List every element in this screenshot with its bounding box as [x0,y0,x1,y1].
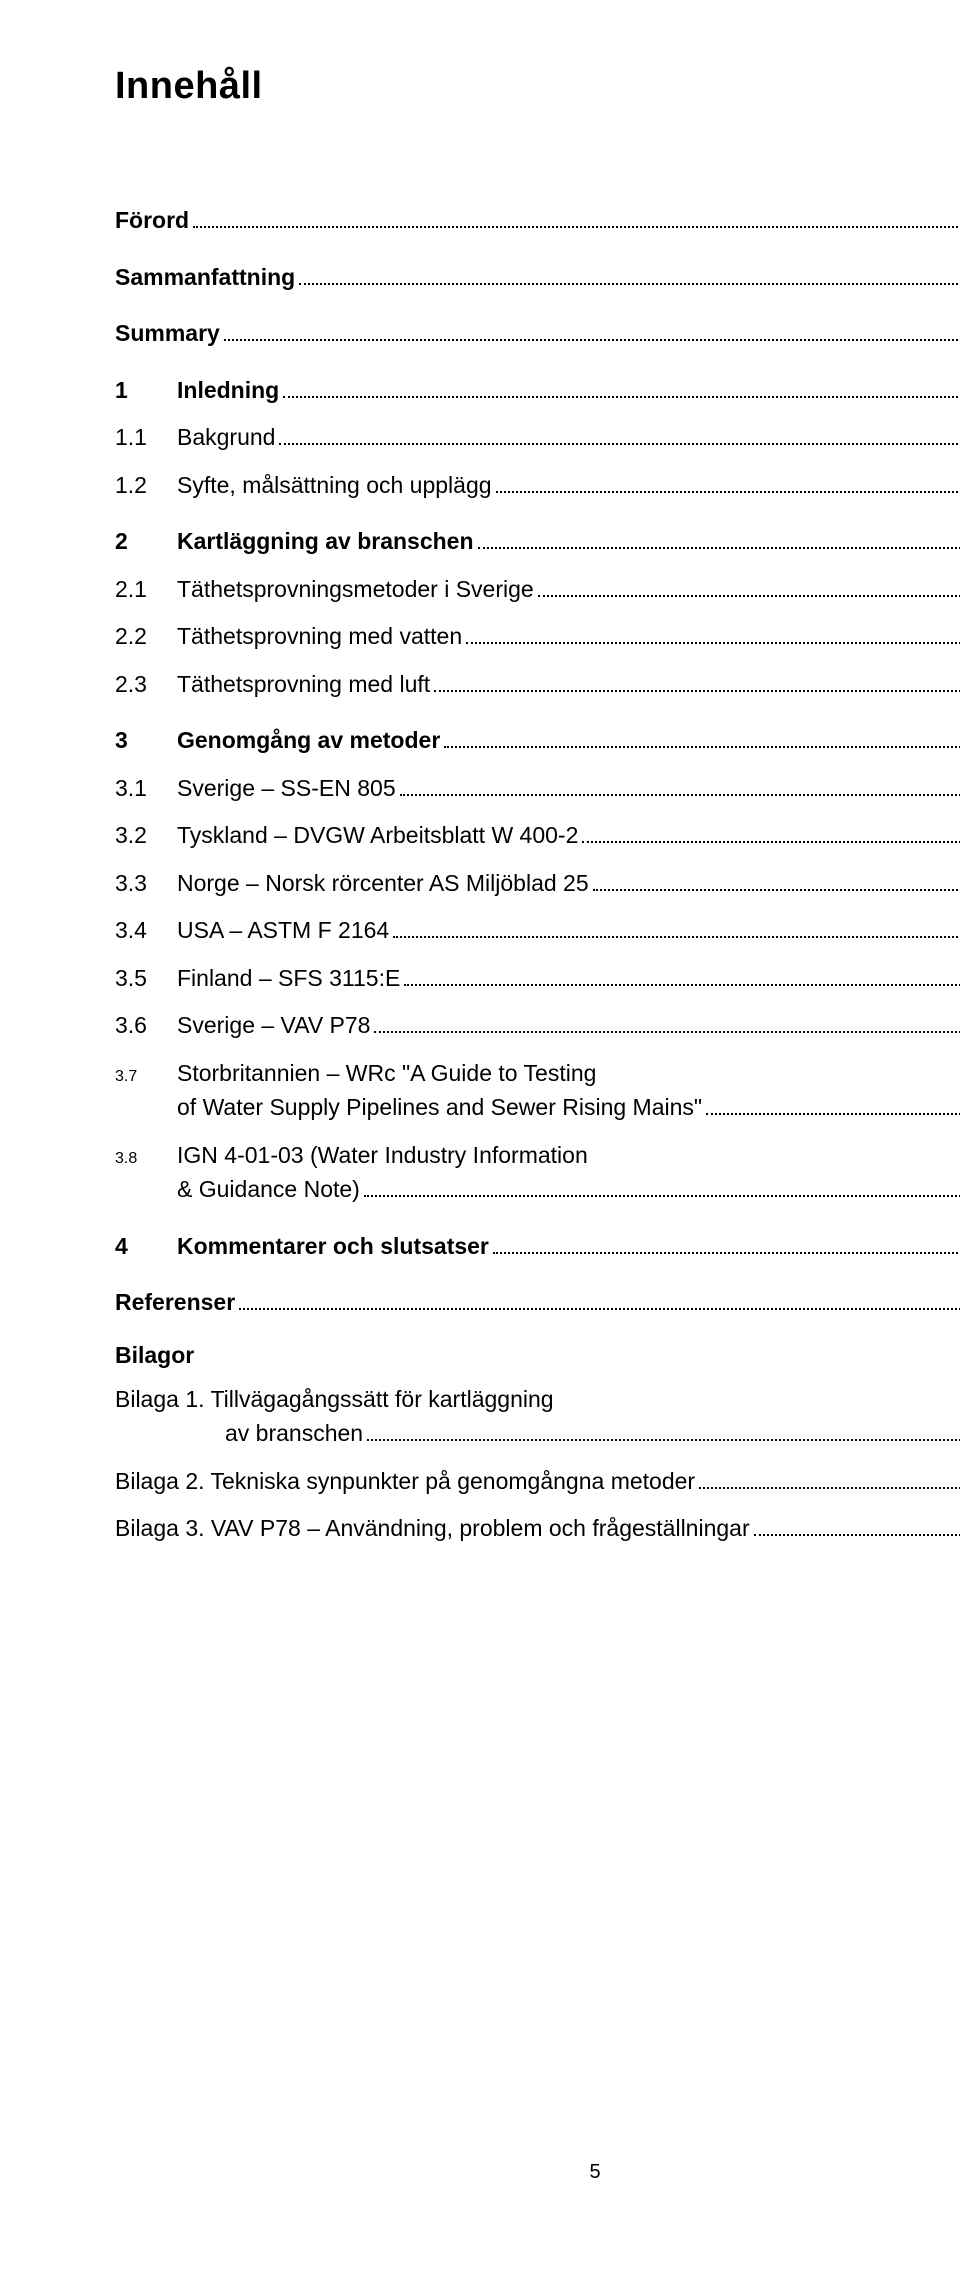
toc-number: 3.4 [115,913,177,948]
toc-dots [374,1031,960,1033]
toc-entry: 3.3 Norge – Norsk rörcenter AS Miljöblad… [115,866,960,901]
toc-label: & Guidance Note) [177,1172,360,1207]
toc-number: 2.2 [115,619,177,654]
toc-number: 4 [115,1229,177,1264]
toc-label: Bilaga 2. Tekniska synpunkter på genomgå… [115,1464,695,1499]
toc-label: Referenser [115,1285,235,1320]
toc-number: 1 [115,373,177,408]
toc-entry: 3.5 Finland – SFS 3115:E 19 [115,961,960,996]
toc-dots [283,396,960,398]
toc-entry: 2.3 Täthetsprovning med luft 13 [115,667,960,702]
toc-label: Bilaga 1. Tillvägagångssätt för kartlägg… [115,1382,960,1417]
toc-label: Genomgång av metoder [177,723,440,758]
toc-dots [224,339,960,341]
page-number: 5 [589,2161,600,2184]
toc-dots [393,936,960,938]
toc-label: av branschen [225,1416,363,1451]
toc-dots [367,1439,960,1441]
toc-entry: Bilaga 3. VAV P78 – Användning, problem … [115,1511,960,1546]
toc-entry: Summary 7 [115,316,960,351]
toc-dots [706,1113,960,1115]
toc-entry: Referenser 25 [115,1285,960,1320]
toc-label: Bilaga 3. VAV P78 – Användning, problem … [115,1511,750,1546]
toc-entry: Bilaga 1. Tillvägagångssätt för kartlägg… [115,1382,960,1451]
toc-entry: 3 Genomgång av metoder 14 [115,723,960,758]
toc-dots [193,226,960,228]
toc-dots [754,1534,960,1536]
toc-entry: 3.7 Storbritannien – WRc "A Guide to Tes… [115,1056,960,1125]
toc-dots [478,547,960,549]
toc-label: of Water Supply Pipelines and Sewer Risi… [177,1090,702,1125]
toc-entry: 2 Kartläggning av branschen 10 [115,524,960,559]
toc-label: Tyskland – DVGW Arbeitsblatt W 400-2 [177,818,578,853]
toc-label: Täthetsprovningsmetoder i Sverige [177,572,534,607]
toc-entry: 3.6 Sverige – VAV P78 19 [115,1008,960,1043]
toc-entry: Bilaga 2. Tekniska synpunkter på genomgå… [115,1464,960,1499]
toc-number: 3.7 [115,1068,177,1086]
toc-number: 3.6 [115,1008,177,1043]
toc-entry: Förord 3 [115,203,960,238]
toc-dots [239,1308,960,1310]
toc-label: Täthetsprovning med vatten [177,619,462,654]
toc-dots [593,889,960,891]
toc-number: 3.1 [115,771,177,806]
toc-label: Norge – Norsk rörcenter AS Miljöblad 25 [177,866,589,901]
toc-entry: Sammanfattning 6 [115,260,960,295]
toc-dots [493,1252,960,1254]
toc-number: 3.8 [115,1150,177,1168]
toc-label: IGN 4-01-03 (Water Industry Information [177,1138,588,1173]
toc-dots [279,443,960,445]
toc-entry: 3.8 IGN 4-01-03 (Water Industry Informat… [115,1138,960,1207]
toc-label: Storbritannien – WRc "A Guide to Testing [177,1056,596,1091]
toc-number: 3.2 [115,818,177,853]
toc-entry: 2.1 Täthetsprovningsmetoder i Sverige 10 [115,572,960,607]
toc-entry: 3.4 USA – ASTM F 2164 18 [115,913,960,948]
toc-number: 1.1 [115,420,177,455]
toc-label: Sverige – SS-EN 805 [177,771,396,806]
toc-number: 2 [115,524,177,559]
page-title: Innehåll [115,65,960,108]
toc-number: 3.3 [115,866,177,901]
toc-number: 2.1 [115,572,177,607]
toc-label: Sverige – VAV P78 [177,1008,370,1043]
toc-entry: 1.1 Bakgrund 8 [115,420,960,455]
toc-label: Summary [115,316,220,351]
toc-number: 2.3 [115,667,177,702]
toc-entry: 4 Kommentarer och slutsatser 23 [115,1229,960,1264]
bilagor-heading: Bilagor [115,1342,960,1369]
toc-label: Syfte, målsättning och upplägg [177,468,492,503]
toc-label: Sammanfattning [115,260,295,295]
toc-label: Täthetsprovning med luft [177,667,430,702]
toc-label: Kartläggning av branschen [177,524,474,559]
toc-entry: 3.2 Tyskland – DVGW Arbeitsblatt W 400-2… [115,818,960,853]
toc-entry: 2.2 Täthetsprovning med vatten 10 [115,619,960,654]
toc-label: Bakgrund [177,420,275,455]
table-of-contents: Förord 3 Sammanfattning 6 Summary 7 1 In… [115,203,960,1546]
toc-dots [466,642,960,644]
toc-number: 1.2 [115,468,177,503]
toc-label: Förord [115,203,189,238]
toc-entry: 1 Inledning 8 [115,373,960,408]
toc-dots [434,690,960,692]
toc-label: Inledning [177,373,279,408]
toc-label: USA – ASTM F 2164 [177,913,389,948]
toc-dots [538,595,960,597]
toc-dots [364,1195,960,1197]
toc-dots [404,984,960,986]
toc-dots [299,283,960,285]
toc-number: 3 [115,723,177,758]
toc-number: 3.5 [115,961,177,996]
toc-label: Kommentarer och slutsatser [177,1229,489,1264]
toc-dots [400,794,960,796]
toc-entry: 1.2 Syfte, målsättning och upplägg 9 [115,468,960,503]
toc-entry: 3.1 Sverige – SS-EN 805 14 [115,771,960,806]
toc-dots [496,491,960,493]
toc-dots [699,1487,960,1489]
toc-dots [582,841,960,843]
toc-dots [444,746,960,748]
toc-label: Finland – SFS 3115:E [177,961,400,996]
